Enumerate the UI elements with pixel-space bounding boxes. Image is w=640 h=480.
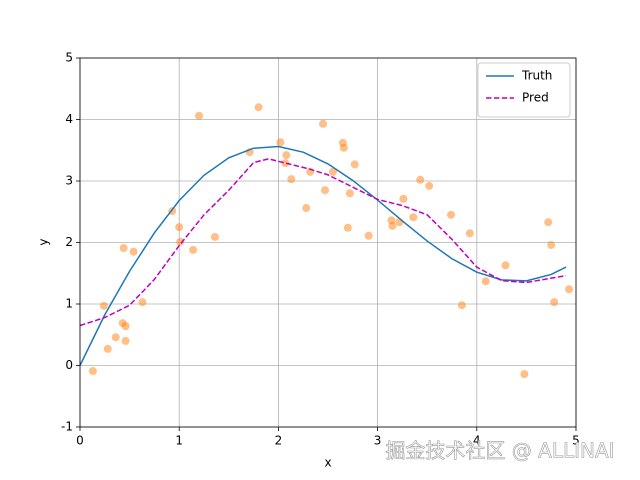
scatter-point — [176, 237, 185, 246]
scatter-point — [119, 244, 128, 253]
scatter-point — [195, 111, 204, 120]
scatter-point — [343, 223, 352, 232]
x-tick-label: 3 — [374, 434, 382, 448]
x-tick-label: 1 — [175, 434, 183, 448]
scatter-point — [319, 119, 328, 128]
scatter-point — [520, 370, 529, 379]
scatter-point — [409, 213, 418, 222]
scatter-point — [416, 175, 425, 184]
scatter-point — [111, 333, 120, 342]
x-axis-label: x — [324, 456, 331, 470]
x-tick-label: 5 — [572, 434, 580, 448]
scatter-point — [88, 367, 97, 376]
y-tick-label: 4 — [65, 112, 73, 126]
scatter-point — [465, 229, 474, 238]
y-axis-label: y — [37, 238, 51, 245]
y-tick-label: 5 — [65, 51, 73, 65]
y-tick-label: 2 — [65, 235, 73, 249]
scatter-point — [328, 167, 337, 176]
scatter-point — [388, 221, 397, 230]
legend-label: Truth — [521, 69, 552, 83]
scatter-point — [565, 285, 574, 294]
scatter-point — [345, 189, 354, 198]
x-tick-label: 4 — [473, 434, 481, 448]
y-tick-label: 3 — [65, 174, 73, 188]
scatter-point — [339, 143, 348, 152]
scatter-point — [99, 301, 108, 310]
x-tick-label: 2 — [275, 434, 283, 448]
legend-label: Pred — [522, 91, 549, 105]
scatter-point — [481, 277, 490, 286]
scatter-point — [254, 103, 263, 112]
scatter-point — [501, 261, 510, 270]
scatter-point — [302, 204, 311, 213]
scatter-point — [399, 194, 408, 203]
scatter-point — [350, 160, 359, 169]
scatter-point — [276, 138, 285, 147]
x-tick-label: 0 — [76, 434, 84, 448]
y-tick-label: -1 — [61, 420, 73, 434]
watermark: 掘金技术社区 @ ALLINAI — [385, 439, 614, 463]
scatter-point — [129, 247, 138, 256]
scatter-point — [121, 322, 130, 331]
scatter-point — [103, 344, 112, 353]
scatter-point — [547, 240, 556, 249]
scatter-point — [287, 175, 296, 184]
scatter-point — [447, 210, 456, 219]
legend: Truth Pred — [477, 62, 571, 118]
scatter-point — [364, 231, 373, 240]
y-tick-label: 0 — [65, 358, 73, 372]
scatter-point — [457, 301, 466, 310]
scatter-point — [281, 159, 290, 168]
scatter-point — [321, 186, 330, 195]
scatter-point — [189, 245, 198, 254]
y-tick-label: 1 — [65, 297, 73, 311]
axes-frame — [79, 57, 577, 428]
scatter-point — [175, 223, 184, 232]
line-series — [79, 145, 567, 366]
scatter-point — [210, 232, 219, 241]
scatter-point — [544, 218, 553, 227]
scatter-point — [138, 298, 147, 307]
line-series — [79, 158, 567, 327]
scatter-point — [121, 336, 130, 345]
scatter-point — [550, 298, 559, 307]
scatter-point — [282, 151, 291, 160]
scatter-point — [425, 181, 434, 190]
